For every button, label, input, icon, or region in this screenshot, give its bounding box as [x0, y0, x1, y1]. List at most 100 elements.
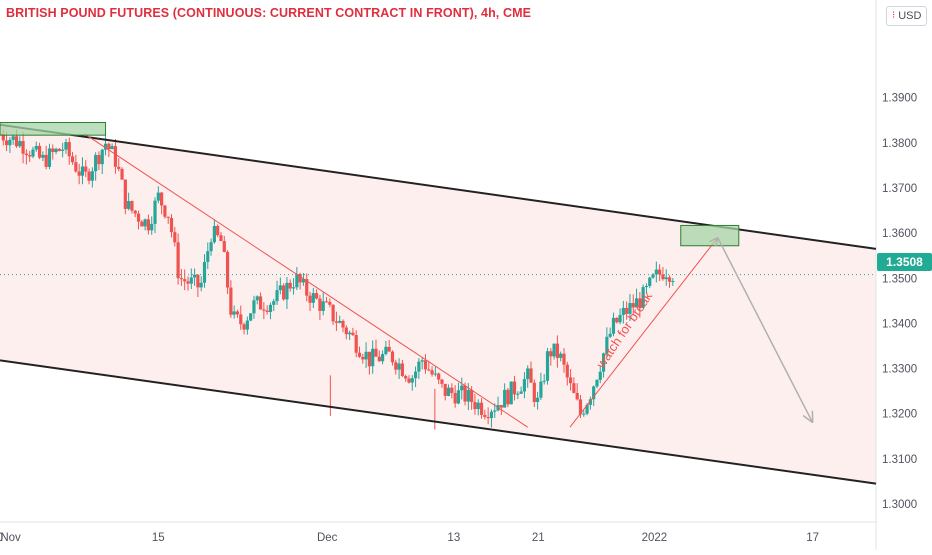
candle-body	[183, 279, 186, 281]
candle-body	[58, 149, 61, 151]
candle-body	[107, 144, 110, 149]
y-tick-label: 1.3600	[882, 228, 917, 240]
candle-body	[48, 148, 51, 166]
candle-body	[520, 391, 523, 393]
candle-body	[130, 201, 133, 211]
candle-body	[444, 384, 447, 396]
candle-body	[193, 275, 196, 278]
candle-body	[351, 333, 354, 335]
currency-selector[interactable]: ⁝ USD	[886, 6, 927, 26]
target-zone-box	[681, 225, 739, 245]
candle-body	[322, 301, 325, 311]
candle-body	[289, 283, 292, 289]
candle-body	[285, 283, 288, 299]
candle-body	[35, 146, 38, 150]
candle-body	[536, 398, 539, 402]
candle-body	[266, 311, 269, 312]
candle-body	[252, 300, 255, 313]
candle-body	[582, 414, 585, 415]
candle-body	[381, 354, 384, 361]
candle-body	[457, 390, 460, 403]
candle-body	[15, 136, 18, 146]
y-tick-label: 1.3000	[882, 499, 917, 511]
candle-body	[173, 232, 176, 242]
candle-body	[516, 394, 519, 395]
candle-body	[523, 379, 526, 391]
candle-body	[671, 281, 674, 282]
candle-body	[54, 149, 57, 152]
candle-body	[559, 354, 562, 358]
candle-body	[167, 217, 170, 218]
candle-body	[391, 352, 394, 363]
candle-body	[279, 285, 282, 290]
candle-body	[219, 235, 222, 241]
candle-body	[160, 193, 163, 206]
candle-body	[543, 381, 546, 382]
x-tick-label: Dec	[317, 532, 338, 544]
candle-body	[134, 211, 137, 214]
candle-body	[434, 374, 437, 375]
candle-body	[576, 393, 579, 399]
x-tick-label: 2022	[642, 532, 668, 544]
candle-body	[147, 219, 150, 230]
candle-body	[345, 328, 348, 335]
candle-body	[18, 141, 21, 146]
y-tick-label: 1.3200	[882, 409, 917, 421]
candle-body	[394, 362, 397, 369]
candle-body	[562, 354, 565, 365]
candle-body	[68, 142, 71, 156]
candle-body	[622, 308, 625, 315]
x-tick-label: 15	[152, 532, 165, 544]
candle-body	[615, 318, 618, 322]
candle-body	[566, 365, 569, 378]
y-tick-label: 1.3100	[882, 454, 917, 466]
candle-body	[292, 287, 295, 288]
candle-body	[177, 242, 180, 278]
candle-body	[41, 155, 44, 158]
candle-body	[411, 378, 414, 382]
candle-body	[572, 383, 575, 393]
candle-body	[87, 172, 90, 181]
currency-lock-icon: ⁝	[892, 7, 895, 25]
candle-body	[539, 382, 542, 398]
candle-body	[226, 252, 229, 288]
candle-body	[533, 383, 536, 402]
x-tick-label: Nov	[0, 532, 21, 544]
candle-body	[341, 321, 344, 328]
candle-body	[549, 351, 552, 356]
chart-title: BRITISH POUND FUTURES (CONTINUOUS: CURRE…	[6, 6, 531, 20]
candle-body	[239, 314, 242, 324]
candle-body	[470, 390, 473, 402]
candle-body	[111, 146, 114, 149]
candle-body	[665, 277, 668, 279]
candle-body	[74, 162, 77, 171]
candle-body	[460, 386, 463, 391]
candle-body	[246, 321, 249, 330]
candle-body	[84, 166, 87, 171]
candle-body	[355, 335, 358, 353]
last-price-badge: 1.3508	[877, 253, 932, 271]
target-zone-box	[0, 123, 106, 136]
y-tick-label: 1.3800	[882, 138, 917, 150]
candle-body	[45, 155, 48, 167]
candle-body	[295, 274, 298, 287]
candle-body	[8, 140, 11, 145]
candle-body	[437, 374, 440, 380]
candle-body	[467, 390, 470, 402]
candle-body	[361, 357, 364, 360]
candle-body	[546, 351, 549, 381]
candle-body	[480, 403, 483, 415]
candle-body	[229, 288, 232, 315]
candle-body	[648, 278, 651, 286]
candle-body	[31, 150, 34, 157]
candle-body	[335, 321, 338, 322]
channel-fill	[0, 125, 876, 484]
candle-body	[401, 363, 404, 376]
candle-body	[447, 388, 450, 396]
candle-body	[513, 382, 516, 395]
candle-body	[64, 142, 67, 150]
candle-body	[552, 344, 555, 357]
candle-body	[348, 333, 351, 334]
